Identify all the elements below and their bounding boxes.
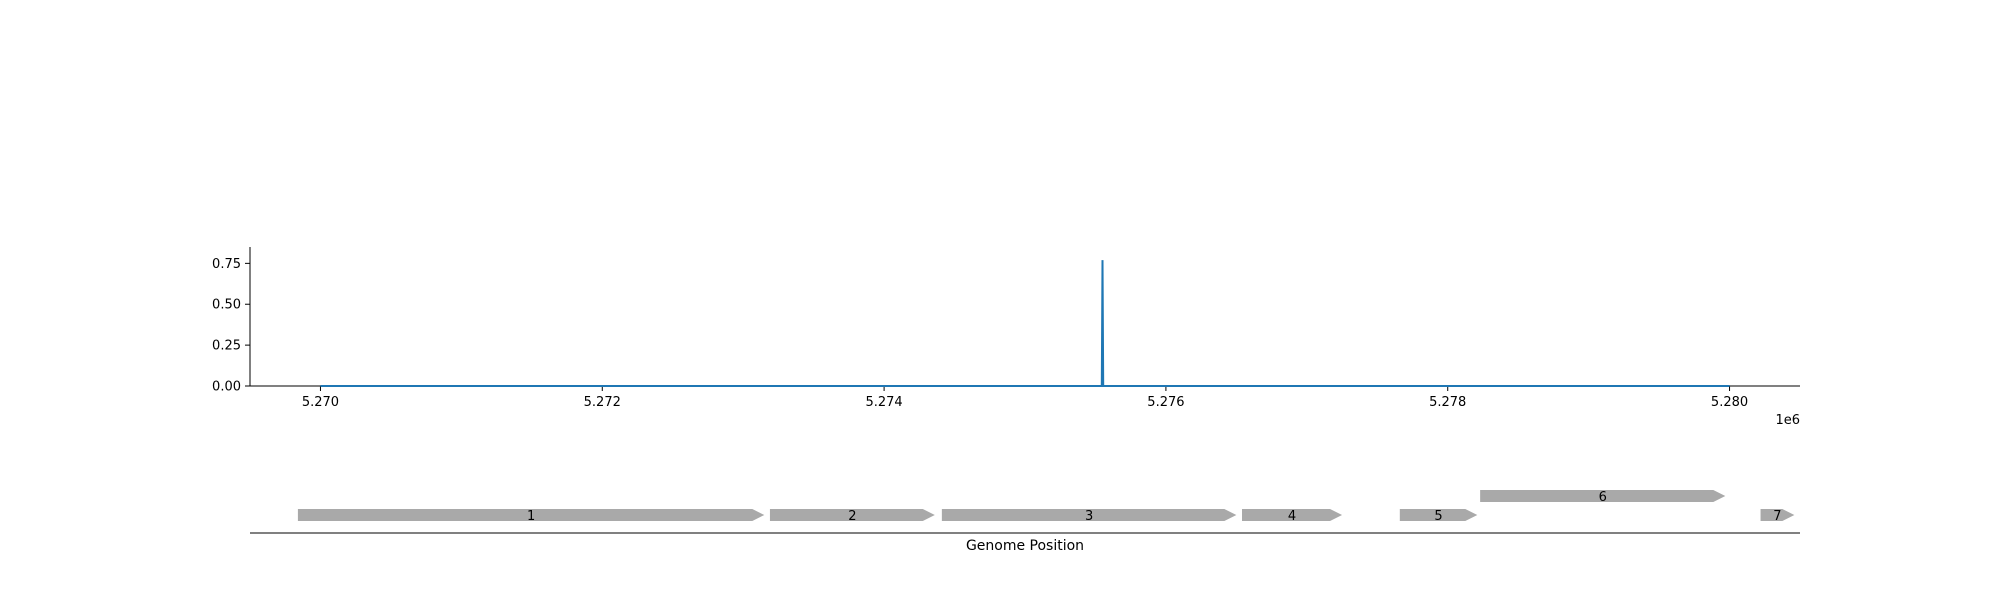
- y-ticks: 0.00 0.25 0.50 0.75: [212, 257, 250, 395]
- gene-arrow: [941, 509, 1237, 521]
- gene-arrow: [297, 509, 765, 521]
- x-tick-label: 5.280: [1711, 395, 1748, 410]
- x-offset-label: 1e6: [1775, 413, 1800, 428]
- coverage-line: [320, 260, 1730, 387]
- gene-track-xlabel: Genome Position: [966, 538, 1084, 554]
- gene-arrow: [1399, 509, 1478, 521]
- y-tick-label: 0.25: [212, 339, 241, 354]
- gene-label: 3: [1085, 509, 1093, 524]
- x-ticks: 5.270 5.272 5.274 5.276 5.278 5.280: [302, 386, 1748, 410]
- gene-label: 4: [1288, 509, 1296, 524]
- gene-label: 1: [527, 509, 535, 524]
- y-tick-label: 0.00: [212, 380, 241, 395]
- gene-arrow: [1760, 509, 1795, 521]
- x-tick-label: 5.278: [1429, 395, 1466, 410]
- gene-label: 7: [1773, 509, 1781, 524]
- coverage-plot: 0.000.250.500.75 5.270 5.272 5.274 5.276 5.2…: [212, 247, 1800, 428]
- gene-label: 5: [1434, 509, 1442, 524]
- gene-track: 1 2 3 4 5 6 7 Genome Position: [250, 490, 1800, 554]
- x-tick-label: 5.274: [865, 395, 902, 410]
- x-tick-label: 5.270: [302, 395, 339, 410]
- gene-arrow: [1480, 490, 1726, 502]
- gene-arrows: 1 2 3 4 5 6 7: [297, 490, 1795, 524]
- x-tick-label: 5.276: [1147, 395, 1184, 410]
- y-tick-label: 0.50: [212, 298, 241, 313]
- gene-arrow: [1242, 509, 1343, 521]
- y-tick-label: 0.75: [212, 257, 241, 272]
- x-tick-label: 5.272: [584, 395, 621, 410]
- gene-arrow: [769, 509, 935, 521]
- gene-label: 2: [848, 509, 856, 524]
- coverage-series: [320, 260, 1730, 387]
- gene-label: 6: [1599, 490, 1607, 505]
